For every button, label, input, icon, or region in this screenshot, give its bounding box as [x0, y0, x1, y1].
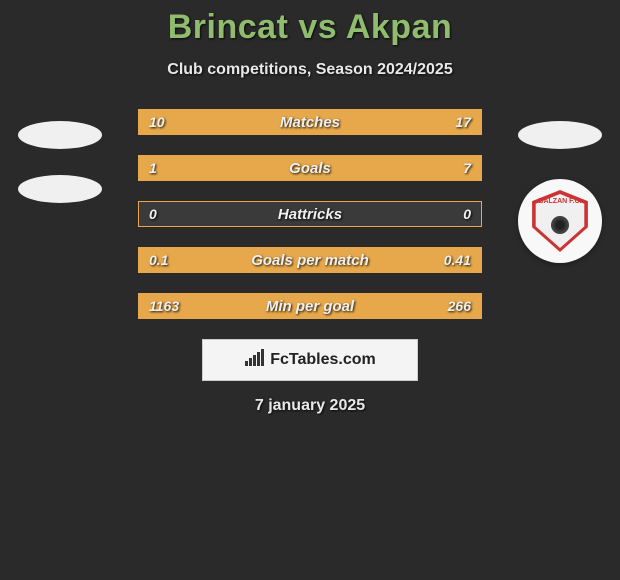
stat-label: Min per goal — [139, 298, 481, 315]
team-left-badge-placeholder-1 — [18, 121, 102, 149]
stat-row: Matches10 17 — [138, 109, 482, 135]
source-logo: FcTables.com — [202, 339, 418, 381]
stat-row: Goals1 7 — [138, 155, 482, 181]
team-left-badges — [18, 109, 102, 193]
stat-row: Hattricks0 0 — [138, 201, 482, 227]
stat-value-right: 0 — [463, 206, 471, 222]
stat-label: Goals — [139, 160, 481, 177]
infographic-container: Brincat vs Akpan Club competitions, Seas… — [0, 0, 620, 440]
stat-value-right: 7 — [463, 160, 471, 176]
crest-label: BALZAN F.C. — [529, 198, 591, 205]
team-right-badges: BALZAN F.C. — [518, 109, 602, 193]
source-logo-text: FcTables.com — [270, 351, 376, 369]
stat-bars: Matches1017Goals17Hattricks00Goals per m… — [138, 109, 482, 319]
soccer-ball-icon — [551, 216, 569, 234]
stat-value-left: 1 — [149, 160, 157, 176]
stat-label: Hattricks — [139, 206, 481, 223]
team-right-badge-placeholder-1 — [518, 121, 602, 149]
stat-row: Min per goal1163 266 — [138, 293, 482, 319]
page-title: Brincat vs Akpan — [0, 8, 620, 47]
stat-value-right: 266 — [448, 298, 471, 314]
stat-value-left: 0.1 — [149, 252, 168, 268]
stat-label: Goals per match — [139, 252, 481, 269]
bar-chart-icon — [244, 349, 266, 372]
stat-value-right: 17 — [455, 114, 471, 130]
stat-value-left: 1163 — [149, 298, 179, 314]
team-right-crest: BALZAN F.C. — [518, 179, 602, 263]
date-label: 7 january 2025 — [0, 397, 620, 415]
stat-row: Goals per match0.1 0.41 — [138, 247, 482, 273]
stat-value-right: 0.41 — [444, 252, 471, 268]
team-left-badge-placeholder-2 — [18, 175, 102, 203]
stats-area: BALZAN F.C. Matches1017Goals17Hattricks0… — [0, 109, 620, 319]
stat-value-left: 0 — [149, 206, 157, 222]
stat-label: Matches — [139, 114, 481, 131]
stat-value-left: 10 — [149, 114, 165, 130]
subtitle: Club competitions, Season 2024/2025 — [0, 61, 620, 79]
